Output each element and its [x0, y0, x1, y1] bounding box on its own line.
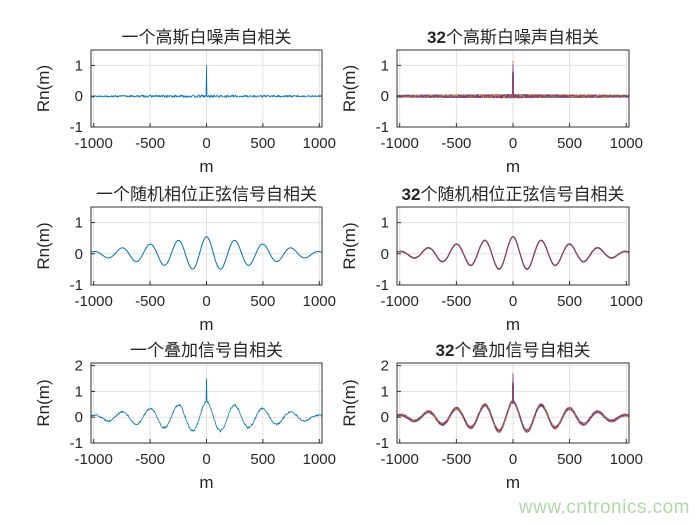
- subplot-middle-left: -1 0 1 -1000 -500 0 500 1000 m Rn(m) 一个随机相位正弦信号自相关: [34, 185, 336, 334]
- y-axis-label: Rn(m): [34, 222, 53, 269]
- x-tick-label: -1000: [381, 293, 419, 310]
- x-tick-label: -500: [441, 293, 471, 310]
- y-tick-label: -1: [70, 435, 83, 452]
- y-tick-label: -1: [376, 277, 389, 294]
- subplot-top-right: -1 0 1 -1000 -500 0 500 1000 m Rn(m) 32个高斯白噪声自相关: [340, 28, 643, 176]
- data-trace: [396, 236, 630, 270]
- x-tick-label: -1000: [75, 293, 113, 310]
- x-tick-label: 0: [509, 135, 517, 152]
- y-tick-label: 2: [75, 358, 83, 375]
- y-axis-label: Rn(m): [34, 379, 53, 426]
- y-tick-label: 2: [381, 358, 389, 375]
- y-tick-label: 1: [75, 383, 83, 400]
- x-tick-label: 500: [557, 451, 582, 468]
- y-tick-label: 1: [381, 215, 389, 232]
- x-axis-label: m: [199, 157, 213, 176]
- subplot-top-left: -1 0 1 -1000 -500 0 500 1000 m Rn(m) 一个高斯白噪声自相关: [34, 28, 336, 176]
- x-tick-label: 500: [557, 293, 582, 310]
- data-trace: [396, 64, 630, 99]
- x-tick-label: -1000: [75, 135, 113, 152]
- y-tick-label: 0: [75, 246, 83, 263]
- y-tick-label: 1: [381, 57, 389, 74]
- subplot-middle-right: -1 0 1 -1000 -500 0 500 1000 m Rn(m) 32个随机相位正弦信号自相…: [340, 185, 643, 334]
- x-tick-label: 1000: [610, 293, 643, 310]
- y-tick-label: -1: [70, 277, 83, 294]
- x-tick-label: -500: [135, 451, 165, 468]
- y-axis-label: Rn(m): [340, 65, 359, 112]
- x-tick-label: 500: [250, 451, 275, 468]
- y-tick-label: -1: [70, 119, 83, 136]
- data-trace: [90, 378, 323, 433]
- watermark: www.cntronics.com: [518, 497, 690, 518]
- x-tick-label: 500: [250, 293, 275, 310]
- y-tick-label: 0: [75, 409, 83, 426]
- y-axis-label: Rn(m): [340, 222, 359, 269]
- subplot-title: 一个随机相位正弦信号自相关: [96, 185, 317, 204]
- x-tick-label: 0: [509, 293, 517, 310]
- data-trace: [396, 374, 630, 433]
- x-tick-label: 1000: [610, 451, 643, 468]
- x-tick-label: -500: [135, 135, 165, 152]
- x-axis-label: m: [506, 315, 520, 334]
- x-tick-label: 0: [509, 451, 517, 468]
- x-axis-label: m: [199, 473, 213, 492]
- y-tick-label: 0: [381, 88, 389, 105]
- subplot-title: 32个高斯白噪声自相关: [427, 28, 599, 47]
- subplot-title: 32个叠加信号自相关: [436, 341, 591, 360]
- y-tick-label: -1: [376, 435, 389, 452]
- data-trace: [90, 65, 323, 98]
- y-tick-label: 1: [75, 215, 83, 232]
- y-tick-label: -1: [376, 119, 389, 136]
- y-tick-label: 0: [381, 246, 389, 263]
- y-axis-label: Rn(m): [340, 379, 359, 426]
- y-tick-label: 1: [75, 57, 83, 74]
- x-tick-label: 500: [250, 135, 275, 152]
- x-tick-label: 500: [557, 135, 582, 152]
- subplot-title: 一个叠加信号自相关: [130, 341, 283, 360]
- y-tick-label: 0: [381, 409, 389, 426]
- y-tick-label: 0: [75, 88, 83, 105]
- x-tick-label: 1000: [610, 135, 643, 152]
- x-tick-label: -1000: [75, 451, 113, 468]
- x-tick-label: -1000: [381, 135, 419, 152]
- x-tick-label: -500: [441, 135, 471, 152]
- x-axis-label: m: [506, 157, 520, 176]
- x-tick-label: 1000: [303, 135, 336, 152]
- subplot-title: 一个高斯白噪声自相关: [122, 28, 292, 47]
- x-tick-label: 0: [202, 293, 210, 310]
- y-axis-label: Rn(m): [34, 65, 53, 112]
- x-tick-label: 1000: [303, 451, 336, 468]
- x-tick-label: -500: [441, 451, 471, 468]
- data-trace: [90, 236, 323, 270]
- x-tick-label: -500: [135, 293, 165, 310]
- subplot-title: 32个随机相位正弦信号自相关: [402, 185, 625, 204]
- x-tick-label: -1000: [381, 451, 419, 468]
- subplot-bottom-right: -1 0 1 2 -1000 -500 0 500 1000 m Rn(m) 32个叠加信号自相关: [340, 341, 643, 492]
- x-tick-label: 0: [202, 135, 210, 152]
- y-tick-label: 1: [381, 383, 389, 400]
- subplot-bottom-left: -1 0 1 2 -1000 -500 0 500 1000 m Rn(m) 一个叠加信号自相关: [34, 341, 336, 492]
- x-tick-label: 0: [202, 451, 210, 468]
- x-axis-label: m: [199, 315, 213, 334]
- x-tick-label: 1000: [303, 293, 336, 310]
- x-axis-label: m: [506, 473, 520, 492]
